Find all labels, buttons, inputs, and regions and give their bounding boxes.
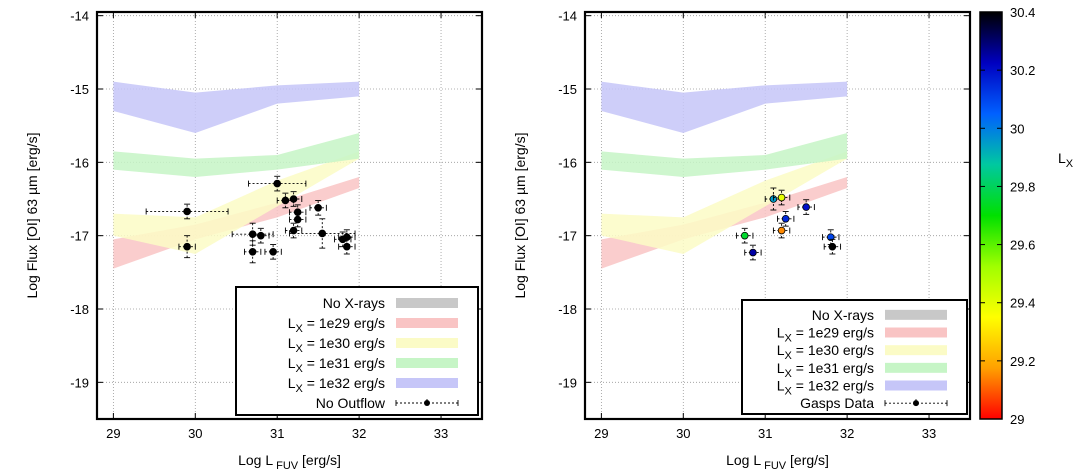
colorbar-tick-label: 30.2 — [1010, 63, 1035, 78]
x-tick-label: 32 — [840, 426, 854, 441]
data-point — [802, 203, 810, 211]
legend-swatch-lx31 — [885, 362, 947, 373]
band-lx31 — [601, 133, 848, 177]
data-point — [749, 248, 757, 257]
legend-label-lx31: LX = 1e31 erg/s — [777, 360, 874, 380]
colorbar-tick-label: 29.2 — [1010, 354, 1035, 369]
x-tick-label: 33 — [922, 426, 936, 441]
y-tick-label: -14 — [70, 9, 89, 24]
band-lx30 — [601, 151, 848, 254]
x-tick-label: 31 — [270, 426, 284, 441]
y-axis-label: Log Flux [OI] 63 µm [erg/s] — [512, 132, 528, 298]
plot-frame — [95, 10, 484, 421]
x-tick-label: 29 — [106, 426, 120, 441]
colorbar-tick-label: 29.4 — [1010, 296, 1035, 311]
band-lx32 — [601, 81, 848, 133]
legend-swatch-lx29 — [396, 318, 458, 328]
legend-label-no_xrays: No X-rays — [323, 295, 385, 311]
y-tick-label: -17 — [558, 229, 577, 244]
legend-swatch-lx31 — [396, 358, 458, 368]
y-tick-label: -16 — [70, 155, 89, 170]
data-point — [183, 207, 191, 216]
x-tick-label: 33 — [434, 426, 448, 441]
data-point — [248, 248, 257, 256]
data-point — [777, 226, 786, 235]
data-point — [257, 231, 265, 240]
panel-left: 29 30 31 32 33 -14 -15 -16 -17 -18 -19 Log L FUV [er… — [24, 9, 484, 472]
y-tick-label: -18 — [558, 302, 577, 317]
band-no_xrays — [601, 191, 848, 273]
legend-label-lx32: LX = 1e32 erg/s — [288, 375, 385, 395]
legend-label-lx32: LX = 1e32 erg/s — [777, 378, 874, 398]
x-tick-label: 29 — [594, 426, 608, 441]
legend-swatch-lx32 — [396, 378, 458, 388]
data-point — [777, 193, 786, 202]
y-tick-label: -19 — [70, 375, 89, 390]
colorbar-tick-label: 29.6 — [1010, 238, 1035, 253]
x-tick-label: 30 — [188, 426, 202, 441]
data-point — [183, 242, 191, 251]
plot-frame — [583, 10, 972, 421]
data-point — [826, 233, 835, 241]
data-point — [289, 226, 298, 235]
x-axis-label: Log L FUV [erg/s] — [238, 452, 341, 472]
legend-label-data: Gasps Data — [800, 395, 874, 411]
data-point — [828, 242, 837, 251]
legend-swatch-lx30 — [885, 345, 947, 356]
colorbar — [979, 11, 1003, 420]
y-tick-label: -16 — [558, 155, 577, 170]
colorbar-tick-label: 30.4 — [1010, 5, 1035, 20]
y-axis-label: Log Flux [OI] 63 µm [erg/s] — [24, 132, 40, 298]
legend-label-no_xrays: No X-rays — [812, 307, 874, 323]
legend-swatch-no_xrays — [396, 298, 458, 308]
colorbar-label: LX — [1058, 150, 1074, 170]
x-tick-label: 31 — [758, 426, 772, 441]
x-tick-label: 30 — [676, 426, 690, 441]
panel-right: 29 30 31 32 33 -14 -15 -16 -17 -18 -19 Log L FUV [er… — [512, 5, 1074, 472]
data-point — [273, 179, 282, 188]
legend-label-lx30: LX = 1e30 erg/s — [777, 342, 874, 362]
y-tick-label: -15 — [70, 82, 89, 97]
data-point — [293, 215, 302, 224]
colorbar-tick-label: 29.8 — [1010, 179, 1035, 194]
x-tick-label: 32 — [352, 426, 366, 441]
legend-label-lx29: LX = 1e29 erg/s — [288, 315, 385, 335]
legend-swatch-lx30 — [396, 338, 458, 348]
data-point — [289, 195, 298, 203]
band-lx30 — [113, 151, 360, 254]
x-axis-label: Log L FUV [erg/s] — [726, 452, 829, 472]
colorbar-tick-label: 29 — [1010, 412, 1024, 427]
y-tick-label: -15 — [558, 82, 577, 97]
data-point — [318, 229, 327, 238]
band-lx31 — [113, 133, 360, 177]
data-point — [781, 215, 790, 223]
legend-swatch-lx29 — [885, 327, 947, 338]
legend-marker-point — [424, 400, 430, 406]
legend-label-lx30: LX = 1e30 erg/s — [288, 335, 385, 355]
y-tick-label: -14 — [558, 9, 577, 24]
y-tick-label: -19 — [558, 375, 577, 390]
data-point — [314, 204, 322, 212]
legend-label-lx29: LX = 1e29 erg/s — [777, 325, 874, 345]
data-point — [740, 231, 749, 240]
legend-box — [235, 286, 479, 416]
colorbar-tick-label: 30 — [1010, 121, 1024, 136]
legend-swatch-lx32 — [885, 380, 947, 391]
legend-swatch-no_xrays — [885, 309, 947, 320]
legend-label-lx31: LX = 1e31 erg/s — [288, 355, 385, 375]
y-tick-label: -17 — [70, 229, 89, 244]
data-point — [343, 233, 351, 241]
y-tick-label: -18 — [70, 302, 89, 317]
data-point — [269, 248, 277, 256]
legend-label-data: No Outflow — [316, 395, 386, 411]
band-lx32 — [113, 81, 360, 133]
legend-marker-point — [913, 400, 919, 407]
